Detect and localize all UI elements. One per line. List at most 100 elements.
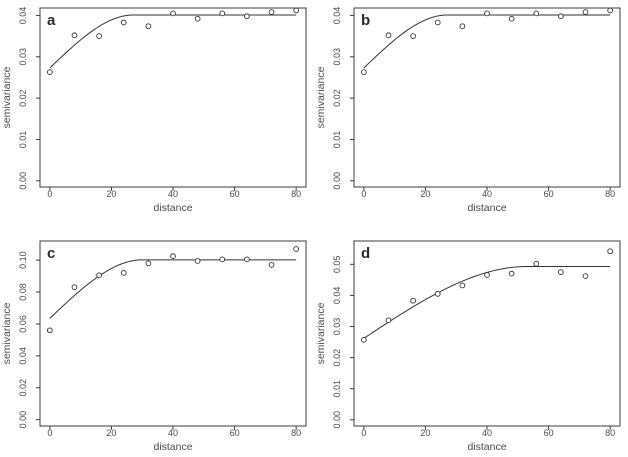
data-point [170, 253, 176, 260]
y-tick-label: 0.00 [18, 172, 28, 190]
x-tick-label: 20 [420, 428, 430, 438]
data-point [46, 327, 53, 334]
y-axis-title: semivariance [1, 66, 13, 128]
data-point [508, 270, 515, 277]
y-tick-label: 0.04 [18, 347, 28, 365]
data-point [508, 15, 515, 22]
y-tick-label: 0.02 [332, 89, 342, 107]
data-point [145, 260, 152, 267]
data-point [194, 258, 201, 264]
y-tick-label: 0.03 [18, 48, 28, 66]
y-tick-label: 0.02 [18, 379, 28, 397]
data-point [607, 7, 614, 14]
y-axis-title: semivariance [1, 302, 13, 364]
plot-box [39, 7, 307, 188]
data-point [244, 13, 250, 20]
fitted-curve [49, 14, 297, 69]
x-axis-title: distance [467, 202, 506, 214]
x-tick-label: 60 [230, 428, 240, 438]
x-axis-title: distance [467, 441, 506, 453]
data-point [244, 256, 250, 263]
y-tick-label: 0.01 [332, 131, 342, 149]
data-point [385, 317, 392, 324]
variogram-chart-c: 0 20 40 60 80 0.00 0.02 0.04 0.06 0.08 0.10 distanc… [1, 240, 307, 453]
y-tick-label: 0.04 [332, 287, 342, 305]
x-tick-label: 60 [544, 189, 554, 199]
x-axis-title: distance [153, 202, 192, 214]
x-tick-label: 60 [544, 428, 554, 438]
data-point [71, 284, 78, 291]
panel-top-right: 0 20 40 60 80 0.00 0.01 0.02 0.03 0.04 distance sem… [314, 0, 628, 228]
y-tick-label: 0.00 [332, 411, 342, 429]
data-point [459, 23, 466, 30]
data-point [582, 273, 589, 279]
data-point [558, 269, 564, 275]
x-tick-label: 80 [605, 428, 615, 438]
x-tick-label: 20 [420, 189, 430, 199]
fitted-curve [49, 259, 297, 319]
data-point [484, 10, 490, 17]
data-point [607, 248, 614, 255]
y-tick-label: 0.03 [332, 48, 342, 66]
data-point [459, 282, 466, 289]
x-tick-label: 20 [106, 428, 116, 438]
data-point [219, 10, 226, 17]
x-tick-label: 0 [47, 189, 52, 199]
x-tick-label: 0 [47, 428, 52, 438]
y-tick-label: 0.06 [18, 315, 28, 333]
x-tick-label: 60 [230, 189, 240, 199]
data-point [46, 69, 53, 75]
data-point [293, 246, 300, 252]
plot-box [353, 240, 621, 427]
x-tick-label: 80 [291, 428, 301, 438]
data-point [410, 33, 416, 39]
y-axis-title: semivariance [315, 66, 327, 128]
variogram-chart-b: 0 20 40 60 80 0.00 0.01 0.02 0.03 0.04 distance sem… [315, 7, 621, 214]
x-tick-label: 40 [168, 189, 178, 199]
y-tick-label: 0.01 [18, 131, 28, 149]
data-point [268, 9, 275, 15]
variogram-chart-d: 0 20 40 60 80 0.00 0.01 0.02 0.03 0.04 0.05 distanc… [315, 240, 621, 453]
data-point [120, 270, 127, 276]
y-tick-label: 0.05 [332, 256, 342, 274]
data-point [194, 15, 201, 22]
x-tick-label: 40 [482, 428, 492, 438]
panel-letter: d [361, 245, 370, 262]
variogram-chart-a: 0 20 40 60 80 0.00 0.01 0.02 0.03 0.04 distance sem… [1, 7, 307, 214]
panel-letter: a [47, 12, 56, 29]
data-point [96, 272, 102, 279]
x-axis-title: distance [153, 441, 192, 453]
data-point [268, 262, 275, 268]
panel-letter: c [47, 245, 55, 262]
data-point [533, 10, 540, 17]
y-tick-label: 0.02 [18, 89, 28, 107]
data-point [533, 260, 540, 267]
data-point [434, 19, 441, 26]
y-tick-label: 0.00 [18, 411, 28, 429]
y-tick-label: 0.08 [18, 283, 28, 301]
data-point [96, 33, 102, 39]
data-point [434, 291, 441, 297]
plot-box [353, 7, 621, 188]
x-tick-label: 80 [605, 189, 615, 199]
data-point [582, 9, 589, 15]
panel-bottom-right: 0 20 40 60 80 0.00 0.01 0.02 0.03 0.04 0.05 distanc… [314, 228, 628, 457]
data-point [385, 32, 392, 39]
y-axis-title: semivariance [315, 302, 327, 364]
panel-top-left: 0 20 40 60 80 0.00 0.01 0.02 0.03 0.04 distance sem… [0, 0, 314, 228]
fitted-curve [363, 14, 611, 69]
y-tick-label: 0.01 [332, 380, 342, 398]
panel-letter: b [361, 12, 370, 29]
x-tick-label: 0 [361, 189, 366, 199]
data-point [120, 19, 127, 26]
data-point [293, 7, 300, 14]
y-tick-label: 0.10 [18, 251, 28, 269]
data-point [71, 32, 78, 39]
y-tick-label: 0.02 [332, 349, 342, 367]
data-point [360, 337, 367, 343]
y-tick-label: 0.04 [18, 7, 28, 25]
x-tick-label: 0 [361, 428, 366, 438]
data-point [360, 69, 367, 75]
y-tick-label: 0.04 [332, 7, 342, 25]
plot-box [39, 240, 307, 427]
